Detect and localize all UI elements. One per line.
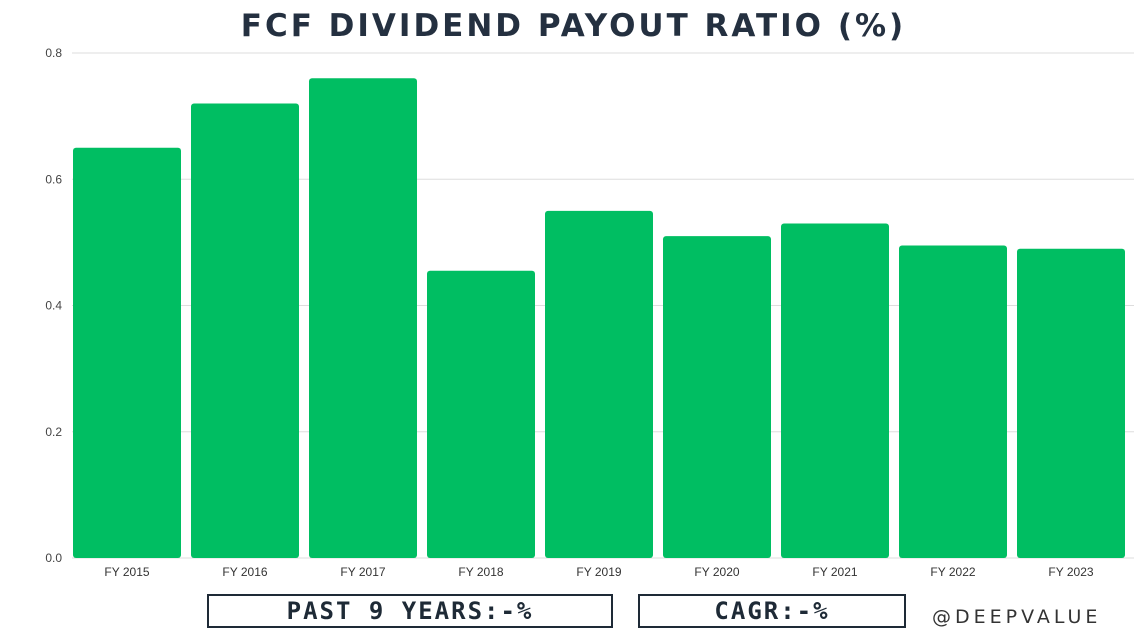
x-tick-label: FY 2016 (222, 565, 267, 579)
chart-title: FCF DIVIDEND PAYOUT RATIO (%) (240, 8, 907, 44)
bar (191, 103, 299, 558)
x-tick-label: FY 2022 (930, 565, 975, 579)
x-axis-ticks: FY 2015 FY 2016 FY 2017 FY 2018 FY 2019 FY 20… (104, 565, 1093, 579)
bar (427, 270, 535, 558)
bar (781, 223, 889, 558)
y-tick-label: 0.8 (45, 46, 62, 60)
x-tick-label: FY 2017 (340, 565, 385, 579)
y-tick-label: 0.6 (45, 172, 62, 186)
past-years-label: PAST 9 YEARS:-% (286, 597, 534, 625)
x-tick-label: FY 2015 (104, 565, 149, 579)
cagr-box: CAGR:-% (638, 594, 906, 628)
author-handle: @DEEPVALUE (932, 606, 1102, 628)
bar (545, 210, 653, 558)
x-tick-label: FY 2023 (1048, 565, 1093, 579)
y-tick-label: 0.4 (45, 299, 62, 313)
cagr-label: CAGR:-% (714, 597, 830, 625)
y-axis-ticks: 0.0 0.2 0.4 0.6 0.8 (45, 46, 62, 565)
bar (73, 147, 181, 558)
x-tick-label: FY 2021 (812, 565, 857, 579)
y-tick-label: 0.2 (45, 425, 62, 439)
past-years-box: PAST 9 YEARS:-% (207, 594, 613, 628)
y-tick-label: 0.0 (45, 551, 62, 565)
x-tick-label: FY 2020 (694, 565, 739, 579)
x-tick-label: FY 2018 (458, 565, 503, 579)
bar (899, 245, 1007, 558)
bar (1017, 248, 1125, 558)
bars (73, 78, 1125, 558)
bar-chart: 0.00.20.40.60.8 FY 2015 FY 2016 FY 2017 FY … (45, 46, 1134, 579)
bar (309, 78, 417, 558)
bar (663, 236, 771, 558)
x-tick-label: FY 2019 (576, 565, 621, 579)
